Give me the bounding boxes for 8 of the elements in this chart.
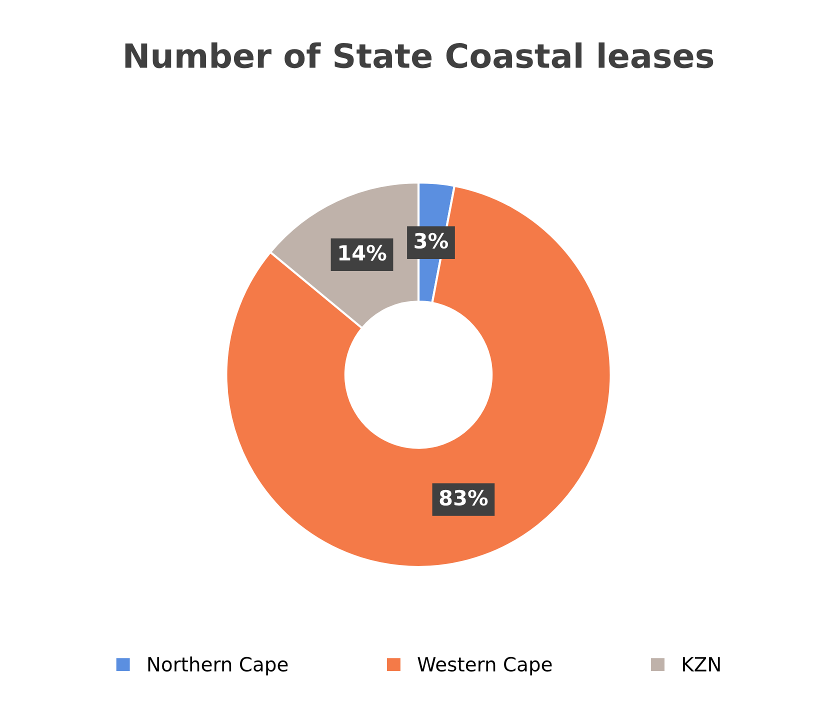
legend-label: KZN <box>683 657 720 672</box>
data-label: 3% <box>414 232 448 249</box>
donut-slice <box>225 184 612 568</box>
data-label: 83% <box>440 490 488 506</box>
legend-label: Northern Cape <box>148 656 288 676</box>
data-label: 14% <box>339 244 386 261</box>
chart-title: Number of State Coastal leases <box>125 42 714 68</box>
legend-label: Western Cape <box>418 656 552 676</box>
